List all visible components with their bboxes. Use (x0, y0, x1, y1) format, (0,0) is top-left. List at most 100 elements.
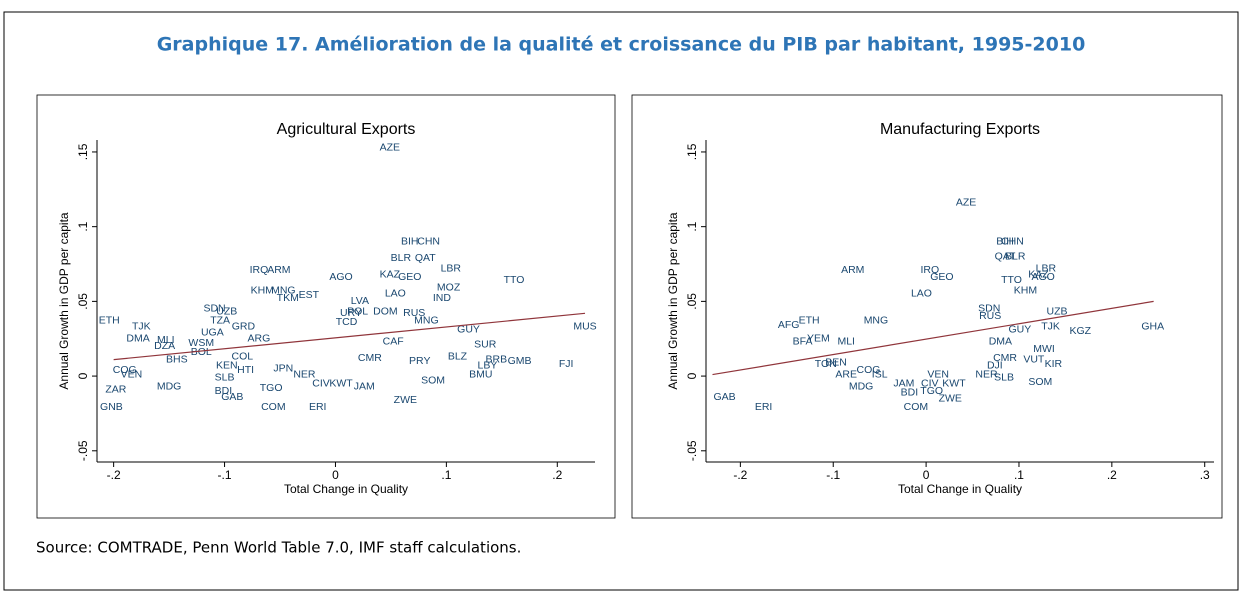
point-label: AZE (380, 141, 400, 153)
x-axis-label: Total Change in Quality (898, 482, 1022, 496)
point-label: MUS (573, 321, 596, 333)
point-label: CAF (383, 335, 404, 347)
point-label: NER (293, 368, 316, 380)
point-label: ARM (267, 264, 290, 276)
point-label: LVA (351, 295, 369, 307)
point-label: SDN (978, 303, 1000, 315)
point-label: NER (975, 368, 998, 380)
point-label: TCD (336, 316, 358, 328)
point-label: ETH (99, 315, 120, 327)
point-label: CIV (921, 377, 939, 389)
x-tick-label: -.2 (107, 468, 121, 482)
point-label: ZWE (939, 392, 962, 404)
point-label: BLR (391, 252, 412, 264)
y-axis-label: Annual Growth in GDP per capita (57, 212, 71, 390)
x-axis-label: Total Change in Quality (284, 482, 408, 496)
x-tick-label: .1 (441, 468, 451, 482)
point-label: BLR (1005, 250, 1026, 262)
point-label: SUR (474, 338, 497, 350)
point-label: KIR (1045, 358, 1063, 370)
point-label: AGO (1031, 271, 1054, 283)
y-axis-label: Annual Growth in GDP per capita (666, 212, 680, 390)
fit-line (113, 312, 586, 361)
point-label: CMR (993, 352, 1017, 364)
point-label: RUS (979, 310, 1001, 322)
point-label: LBY (477, 359, 497, 371)
point-label: COG (113, 364, 137, 376)
point-label: CHN (417, 235, 440, 247)
point-label: SLB (994, 371, 1014, 383)
point-label: BRB (485, 353, 507, 365)
point-label: UZB (1047, 306, 1068, 318)
y-tick-label: -.05 (76, 440, 90, 461)
point-label: ISL (872, 368, 888, 380)
point-label: BLZ (448, 350, 468, 362)
point-label: MDG (157, 380, 182, 392)
point-label: DMA (989, 335, 1012, 347)
point-label: BDI (901, 386, 919, 398)
point-label: TGO (920, 385, 943, 397)
fit-line (712, 300, 1154, 376)
point-label: CIV (312, 377, 330, 389)
point-label: ZAR (105, 383, 126, 395)
point-label: ETH (799, 315, 820, 327)
point-label: EST (299, 289, 320, 301)
point-label: KWT (942, 377, 966, 389)
point-label: ARM (841, 264, 864, 276)
point-label: KAZ (1028, 268, 1049, 280)
point-label: GAB (221, 391, 243, 403)
point-label: ARG (248, 333, 271, 345)
x-tick-label: .3 (1200, 468, 1210, 482)
point-label: GNB (100, 401, 123, 413)
point-label: BDI (215, 385, 233, 397)
point-label: VUT (1023, 353, 1045, 365)
x-tick-label: -.1 (826, 468, 840, 482)
point-label: COL (231, 350, 253, 362)
point-label: GEO (398, 271, 421, 283)
point-label: TGO (260, 382, 283, 394)
y-tick-label: .15 (685, 143, 699, 160)
point-label: MNG (271, 285, 296, 297)
point-label: BIH (401, 235, 419, 247)
y-tick-label: -.05 (685, 440, 699, 461)
point-label: KWT (329, 377, 353, 389)
point-label: SOM (421, 374, 445, 386)
source: Source: COMTRADE, Penn World Table 7.0, … (36, 539, 521, 557)
point-label: MLI (157, 334, 175, 346)
point-label: VEN (927, 368, 949, 380)
point-label: IRQ (920, 264, 939, 276)
point-label: MWI (1033, 343, 1055, 355)
point-label: VEN (121, 368, 143, 380)
point-label: GHA (1141, 321, 1164, 333)
point-label: TJK (132, 321, 151, 333)
point-label: KGZ (1069, 325, 1091, 337)
y-tick-label: .1 (685, 221, 699, 231)
point-label: UGA (201, 327, 224, 339)
point-label: LBR (1036, 262, 1057, 274)
point-label: URY (340, 307, 362, 319)
chart-title: Agricultural Exports (277, 121, 416, 138)
y-tick-label: .05 (76, 293, 90, 310)
point-label: LAO (385, 288, 406, 300)
y-tick-label: .15 (76, 143, 90, 160)
y-tick-label: 0 (76, 372, 90, 379)
point-label: KAZ (380, 268, 401, 280)
point-label: BFA (793, 335, 813, 347)
point-label: PRY (409, 355, 430, 367)
point-label: KHM (1014, 285, 1037, 297)
point-label: CMR (358, 352, 382, 364)
point-label: GMB (508, 355, 532, 367)
point-label: BOL (191, 346, 212, 358)
point-label: TTO (1001, 274, 1022, 286)
x-tick-label: .2 (1107, 468, 1117, 482)
point-label: DMA (126, 333, 149, 345)
point-label: GUY (457, 324, 480, 336)
point-label: FJI (559, 358, 574, 370)
point-label: ERI (755, 401, 773, 413)
point-label: ARE (835, 368, 857, 380)
point-label: JAM (893, 377, 914, 389)
point-label: DZA (154, 340, 175, 352)
point-label: MNG (864, 315, 889, 327)
point-label: LAO (911, 288, 932, 300)
point-label: QAT (415, 252, 436, 264)
